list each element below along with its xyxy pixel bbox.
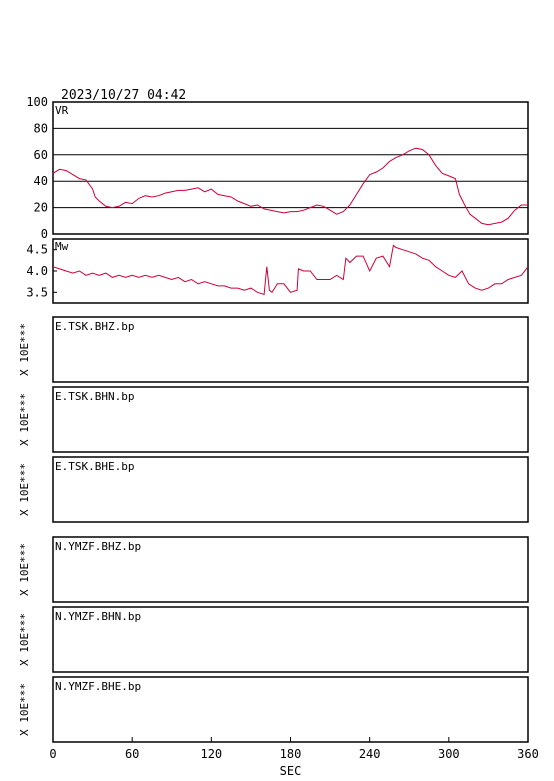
x-tick-label: 360 <box>517 747 539 761</box>
vr-tick-label: 60 <box>34 148 48 162</box>
trace-scale-label: X 10E*** <box>18 683 31 736</box>
trace-scale-label: X 10E*** <box>18 323 31 376</box>
x-tick-label: 0 <box>49 747 56 761</box>
trace-station-label: E.TSK.BHE.bp <box>55 460 134 473</box>
x-tick-label: 240 <box>359 747 381 761</box>
trace-panel-frame <box>52 316 529 383</box>
mw-tick-label: 4.5 <box>26 243 48 257</box>
trace-station-label: N.YMZF.BHN.bp <box>55 610 141 623</box>
trace-scale-label: X 10E*** <box>18 543 31 596</box>
trace-station-label: E.TSK.BHN.bp <box>55 390 134 403</box>
trace-station-label: N.YMZF.BHZ.bp <box>55 540 141 553</box>
vr-series-line <box>52 147 528 226</box>
datetime-label: 2023/10/27 04:42 <box>61 88 186 103</box>
x-axis: 0 60 120 180 240 300 360 SEC <box>49 737 539 778</box>
vr-tick-label: 80 <box>34 121 48 135</box>
vr-tick-label: 20 <box>34 201 48 215</box>
vr-panel: 0 20 40 60 80 100 VR <box>26 95 529 241</box>
vr-tick-label: 40 <box>34 174 48 188</box>
trace-panel-frame <box>52 536 529 603</box>
vr-label: VR <box>55 104 69 117</box>
mw-series-line <box>52 244 529 296</box>
mw-frame <box>52 238 529 304</box>
mw-label: Mw <box>55 240 69 253</box>
trace-station-label: N.YMZF.BHE.bp <box>55 680 141 693</box>
x-tick-label: 300 <box>438 747 460 761</box>
trace-station-label: E.TSK.BHZ.bp <box>55 320 134 333</box>
trace-scale-label: X 10E*** <box>18 613 31 666</box>
trace-panel-frame <box>52 456 529 523</box>
vr-tick-label: 100 <box>26 95 48 109</box>
mw-panel: 3.5 4.0 4.5 Mw <box>26 238 529 304</box>
mw-tick-label: 3.5 <box>26 285 48 299</box>
x-tick-label: 60 <box>125 747 139 761</box>
trace-panels: E.TSK.BHZ.bp X 10E*** E.TSK.BHN.bp X 10E***… <box>18 316 529 743</box>
trace-panel-frame <box>52 386 529 453</box>
trace-scale-label: X 10E*** <box>18 463 31 516</box>
x-axis-label: SEC <box>280 764 302 778</box>
trace-scale-label: X 10E*** <box>18 393 31 446</box>
x-tick-label: 120 <box>200 747 222 761</box>
vr-tick-label: 0 <box>41 227 48 241</box>
vr-frame <box>52 101 529 235</box>
x-tick-label: 180 <box>280 747 302 761</box>
mw-tick-label: 4.0 <box>26 264 48 278</box>
trace-panel-frame <box>52 606 529 673</box>
